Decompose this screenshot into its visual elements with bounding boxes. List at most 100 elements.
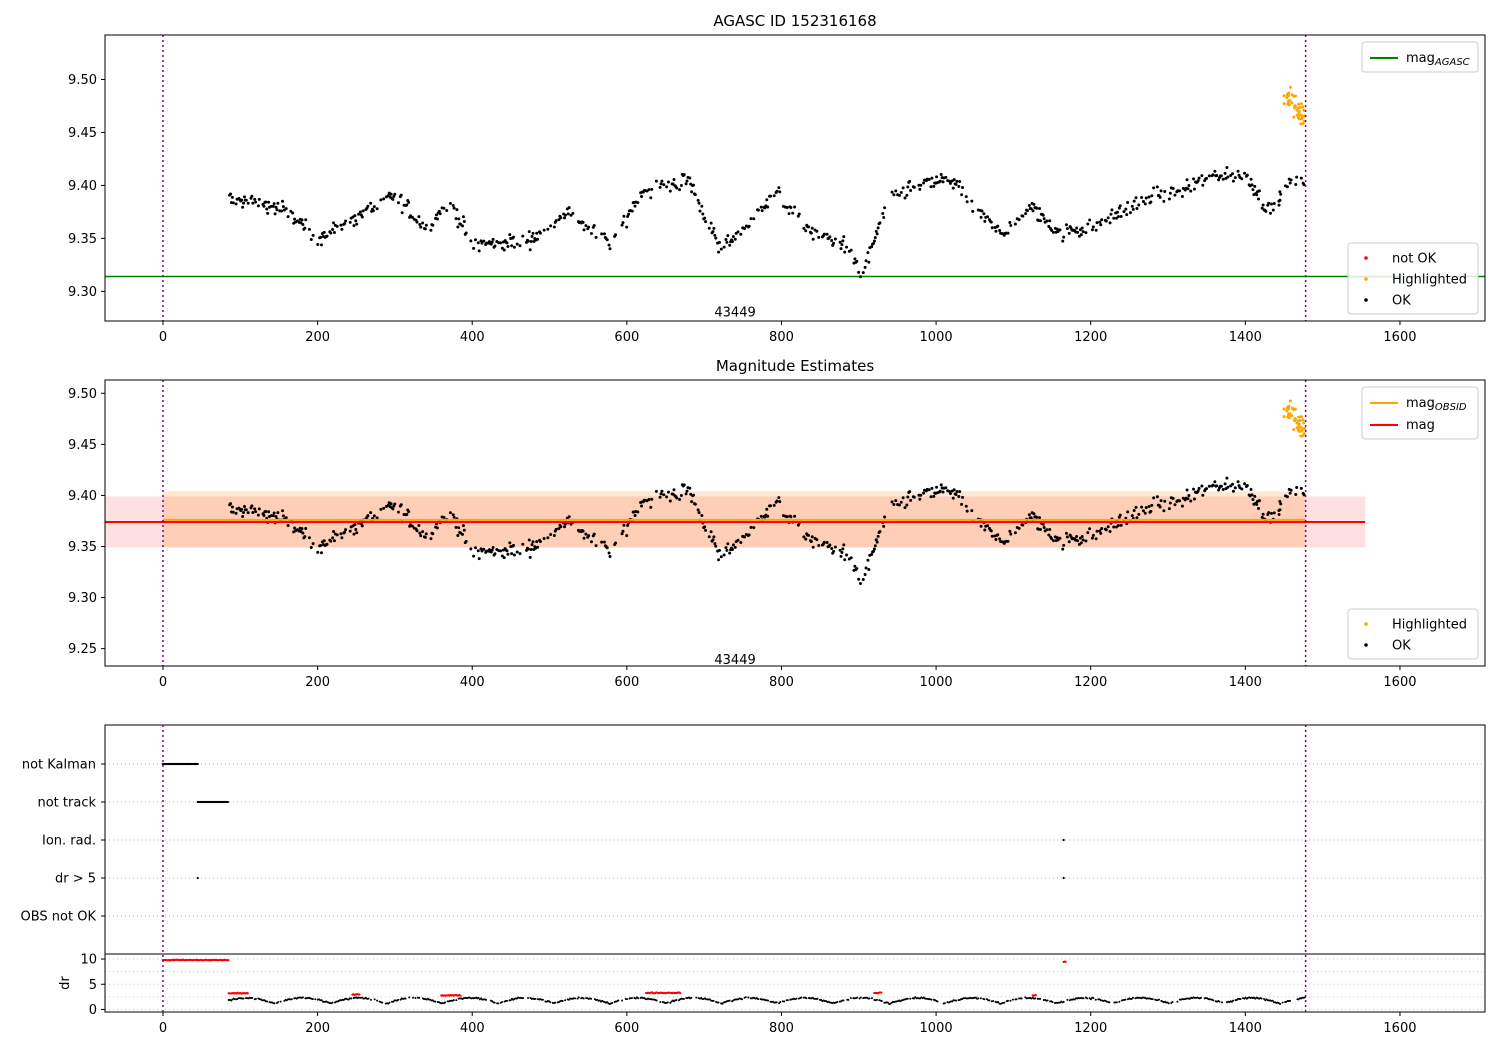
ok-point <box>1245 173 1249 177</box>
ok-point <box>948 181 952 185</box>
ok-point <box>477 557 481 561</box>
ok-point <box>344 528 348 532</box>
dr-point <box>1062 1000 1065 1003</box>
highlighted-point <box>1302 421 1306 425</box>
ok-point <box>526 239 530 243</box>
ok-point <box>1163 499 1167 503</box>
x-tick-label: 800 <box>769 330 794 345</box>
ok-point <box>1137 203 1141 207</box>
ok-point <box>714 236 718 240</box>
ok-point <box>1192 497 1196 501</box>
ok-point <box>872 239 876 243</box>
ok-point <box>1130 514 1134 518</box>
ok-point <box>863 572 867 576</box>
dr-point <box>279 1000 282 1003</box>
ok-point <box>691 493 695 497</box>
ok-point <box>343 222 347 226</box>
ok-point <box>1062 235 1066 239</box>
ok-point <box>842 543 846 547</box>
ok-point <box>231 201 235 205</box>
ok-point <box>807 225 811 229</box>
ok-point <box>932 494 936 498</box>
ok-point <box>1269 211 1273 215</box>
highlighted-point <box>1297 422 1301 426</box>
ok-point <box>371 209 375 213</box>
ok-point <box>678 188 682 192</box>
ok-point <box>952 178 956 182</box>
ok-point <box>391 197 395 201</box>
ok-point <box>1017 526 1021 530</box>
ok-point <box>515 550 519 554</box>
ok-point <box>979 524 983 528</box>
ok-point <box>344 219 348 223</box>
ok-point <box>608 247 612 251</box>
ok-point <box>423 535 427 539</box>
ok-point <box>700 514 704 518</box>
ok-point <box>286 524 290 528</box>
ok-point <box>512 245 516 249</box>
ok-point <box>1075 534 1079 538</box>
ok-point <box>482 547 486 551</box>
ok-point <box>1163 190 1167 194</box>
ok-point <box>678 498 682 502</box>
ok-point <box>1225 476 1229 480</box>
legend-point-swatch <box>1364 622 1368 626</box>
ok-point <box>743 535 747 539</box>
x-tick-label: 400 <box>460 330 485 345</box>
ok-point <box>858 275 862 279</box>
ok-point <box>272 511 276 515</box>
ok-point <box>660 489 664 493</box>
ok-point <box>405 203 409 207</box>
ok-point <box>1299 176 1303 180</box>
ok-point <box>625 225 629 229</box>
ok-point <box>713 542 717 546</box>
ok-point <box>1025 209 1029 213</box>
ok-point <box>725 548 729 552</box>
ok-point <box>469 547 473 551</box>
ok-point <box>1173 503 1177 507</box>
highlighted-point <box>1293 106 1297 110</box>
ok-point <box>876 226 880 230</box>
ok-point <box>707 226 711 230</box>
ok-point <box>476 241 480 245</box>
ok-point <box>647 188 651 192</box>
ok-point <box>1134 505 1138 509</box>
ok-point <box>1095 221 1099 225</box>
x-tick-label: 1600 <box>1383 675 1416 690</box>
ok-point <box>970 199 974 203</box>
ok-point <box>592 532 596 536</box>
ok-point <box>1042 217 1046 221</box>
ok-point <box>658 495 662 499</box>
ok-point <box>600 540 604 544</box>
dr-point <box>242 997 245 1000</box>
highlighted-point <box>1300 428 1304 432</box>
ok-point <box>1279 502 1283 506</box>
ok-point <box>756 208 760 212</box>
ok-point <box>1065 535 1069 539</box>
ok-point <box>1038 527 1042 531</box>
ok-point <box>739 541 743 545</box>
ok-point <box>840 551 844 555</box>
ok-point <box>1086 531 1090 535</box>
dr-point <box>1151 998 1154 1001</box>
ok-point <box>1147 195 1151 199</box>
ok-point <box>1124 207 1128 211</box>
dr-bad-point <box>227 959 230 962</box>
ok-point <box>389 502 393 506</box>
ok-point <box>435 526 439 530</box>
y-tick-label: 9.25 <box>68 642 97 657</box>
ok-point <box>1197 486 1201 490</box>
ok-point <box>906 185 910 189</box>
highlighted-point <box>1282 102 1286 106</box>
ok-point <box>1050 537 1054 541</box>
ok-point <box>712 535 716 539</box>
ok-point <box>1024 212 1028 216</box>
ok-point <box>684 182 688 186</box>
ok-point <box>602 540 606 544</box>
ok-point <box>892 502 896 506</box>
ok-point <box>908 490 912 494</box>
highlighted-point <box>1288 412 1292 416</box>
ok-point <box>1155 185 1159 189</box>
ok-point <box>833 545 837 549</box>
ok-point <box>1106 525 1110 529</box>
